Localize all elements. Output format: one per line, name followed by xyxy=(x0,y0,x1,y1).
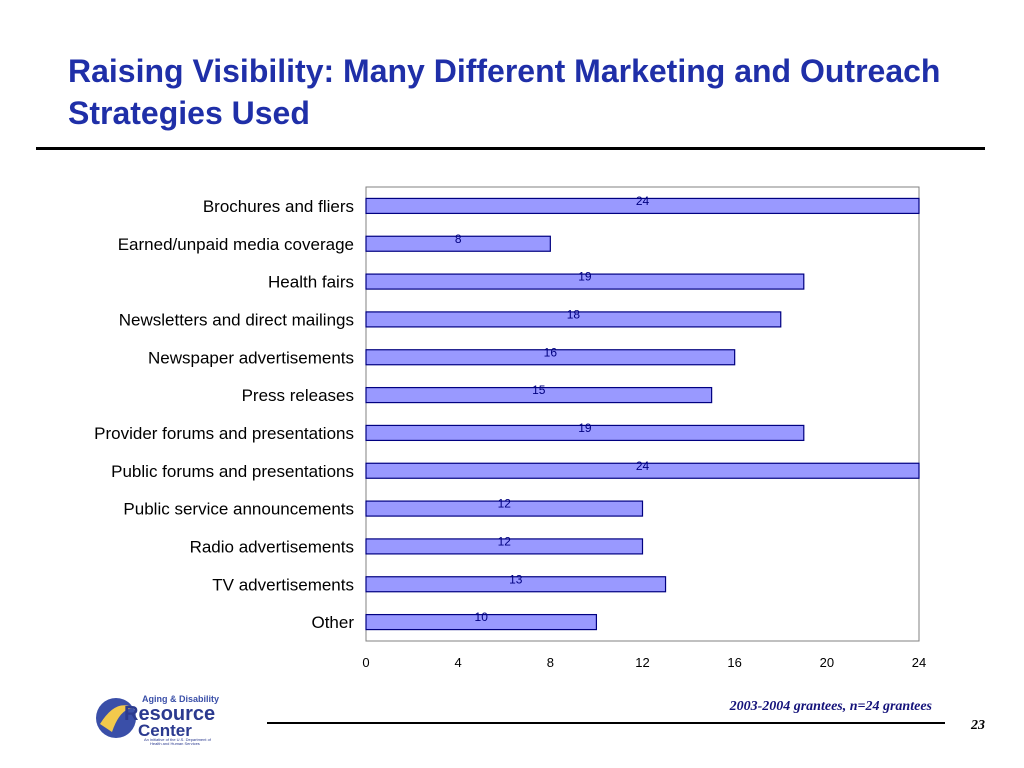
x-axis-ticks-group: 0 4 8 12 16 20 24 xyxy=(362,655,926,670)
x-tick-label: 16 xyxy=(727,655,741,670)
plot-area xyxy=(365,186,920,642)
category-label: Health fairs xyxy=(268,273,354,292)
bar-value-label: 12 xyxy=(498,534,512,548)
x-tick-label: 4 xyxy=(455,655,462,670)
bar-chart: Brochures and fliers Earned/unpaid media … xyxy=(94,186,926,670)
logo-tagline1: An initiative of the U.S. Department of xyxy=(144,737,212,742)
category-label: Radio advertisements xyxy=(190,537,354,556)
value-labels-group: 24 8 19 18 16 15 19 24 12 12 13 10 xyxy=(455,194,650,624)
category-label: TV advertisements xyxy=(212,575,354,594)
bar-value-label: 19 xyxy=(578,421,592,435)
title-underline xyxy=(36,147,985,150)
bar xyxy=(365,386,713,404)
category-label: Public forums and presentations xyxy=(111,462,354,481)
x-tick-label: 8 xyxy=(547,655,554,670)
category-label: Newsletters and direct mailings xyxy=(119,310,354,329)
category-label: Press releases xyxy=(242,386,354,405)
bar-value-label: 18 xyxy=(567,307,581,321)
logo-swoosh xyxy=(100,705,134,732)
x-tick-label: 12 xyxy=(635,655,649,670)
bar-value-label: 19 xyxy=(578,270,592,284)
bar-value-label: 8 xyxy=(455,232,462,246)
bar xyxy=(365,424,805,442)
page-number: 23 xyxy=(971,718,985,733)
logo-line1: Aging & Disability xyxy=(142,694,219,704)
bar-value-label: 24 xyxy=(636,459,650,473)
bar-value-label: 15 xyxy=(532,383,546,397)
bar xyxy=(365,613,598,631)
bar xyxy=(365,311,782,328)
category-label: Earned/unpaid media coverage xyxy=(118,235,354,254)
logo-tagline2: Health and Human Services xyxy=(150,741,200,746)
resource-center-logo: Aging & Disability Resource Center An in… xyxy=(94,688,234,746)
category-label: Brochures and fliers xyxy=(203,197,354,216)
footer-rule xyxy=(267,722,945,724)
bar xyxy=(365,576,667,593)
bars-group xyxy=(365,197,920,631)
x-tick-label: 20 xyxy=(820,655,834,670)
x-tick-label: 0 xyxy=(362,655,369,670)
bar xyxy=(365,462,920,479)
footnote: 2003-2004 grantees, n=24 grantees xyxy=(729,699,932,714)
bar xyxy=(365,197,920,215)
logo-line3: Center xyxy=(138,721,192,740)
slide-title: Raising Visibility: Many Different Marke… xyxy=(68,53,941,131)
bar-value-label: 12 xyxy=(498,497,512,511)
category-label: Provider forums and presentations xyxy=(94,424,354,443)
bar-value-label: 10 xyxy=(475,610,489,624)
category-label: Other xyxy=(311,613,354,632)
bar xyxy=(365,235,551,252)
bar-value-label: 13 xyxy=(509,572,523,586)
bar xyxy=(365,538,644,555)
category-label: Public service announcements xyxy=(123,500,354,519)
x-tick-label: 24 xyxy=(912,655,926,670)
bar xyxy=(365,349,736,366)
category-labels-group: Brochures and fliers Earned/unpaid media … xyxy=(94,197,354,632)
bar xyxy=(365,273,805,290)
bar-value-label: 24 xyxy=(636,194,650,208)
bar xyxy=(365,500,644,517)
logo-line2: Resource xyxy=(124,703,215,725)
bar-value-label: 16 xyxy=(544,345,558,359)
category-label: Newspaper advertisements xyxy=(148,348,354,367)
